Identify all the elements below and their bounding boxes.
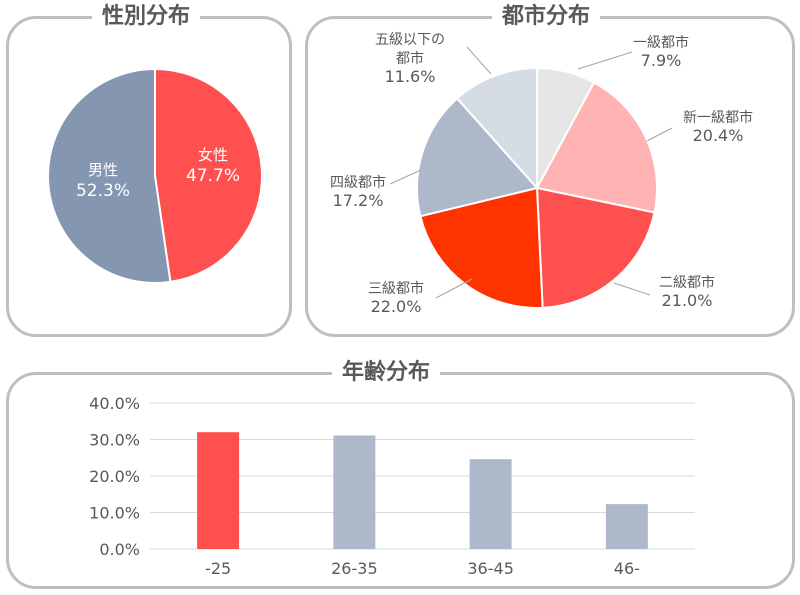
city-slice xyxy=(535,186,656,309)
age-bar xyxy=(469,459,512,549)
city-slice-label: 三級都市 22.0% xyxy=(368,280,424,316)
age-bar xyxy=(333,435,376,549)
gender-slice-label: 女性 47.7% xyxy=(186,146,240,186)
y-tick-label: 10.0% xyxy=(89,504,140,523)
y-tick-label: 0.0% xyxy=(99,540,140,559)
age-panel: 年齢分布 xyxy=(6,358,795,589)
city-slice-label: 一級都市 7.9% xyxy=(633,34,689,70)
gender-slice xyxy=(154,67,263,284)
city-leader-line xyxy=(646,127,673,142)
city-leader-line xyxy=(389,169,422,185)
y-tick-label: 40.0% xyxy=(89,394,140,413)
city-slice-label: 四級都市 17.2% xyxy=(330,174,386,210)
x-tick-label: 26-35 xyxy=(331,559,378,578)
city-leader-line xyxy=(613,282,651,296)
gender-panel-title: 性別分布 xyxy=(92,2,201,32)
city-leader-line xyxy=(466,46,492,75)
x-tick-label: 36-45 xyxy=(467,559,514,578)
city-leader-line xyxy=(435,278,473,299)
city-slice-label: 新一級都市 20.4% xyxy=(683,109,753,145)
gender-slice-label: 男性 52.3% xyxy=(76,161,130,201)
age-bar xyxy=(197,432,240,549)
city-slice-label: 二級都市 21.0% xyxy=(659,274,715,310)
city-slice xyxy=(416,97,539,218)
age-bar-chart: 0.0% 10.0% 20.0% 30.0% 40.0% -25 26-35 36-45 46- xyxy=(89,394,695,578)
city-slice xyxy=(455,66,538,191)
city-pie-chart: 一級都市 7.9% 新一級都市 20.4% 二級都市 21.0% 三級都市 22.0% 四級都市… xyxy=(330,32,753,316)
city-leader-line xyxy=(577,51,633,70)
city-slice-label: 五級以下の都市 11.6% xyxy=(375,32,445,86)
age-panel-title: 年齢分布 xyxy=(332,358,441,388)
y-tick-label: 30.0% xyxy=(89,431,140,450)
city-panel-title: 都市分布 xyxy=(492,2,601,32)
y-tick-label: 20.0% xyxy=(89,467,140,486)
x-tick-label: -25 xyxy=(205,559,231,578)
city-slice xyxy=(535,81,658,214)
city-slice xyxy=(419,186,544,309)
gender-pie-chart: 女性 47.7% 男性 52.3% xyxy=(47,67,263,284)
gender-slice xyxy=(47,67,172,284)
x-tick-label: 46- xyxy=(614,559,640,578)
age-bar xyxy=(605,504,648,549)
